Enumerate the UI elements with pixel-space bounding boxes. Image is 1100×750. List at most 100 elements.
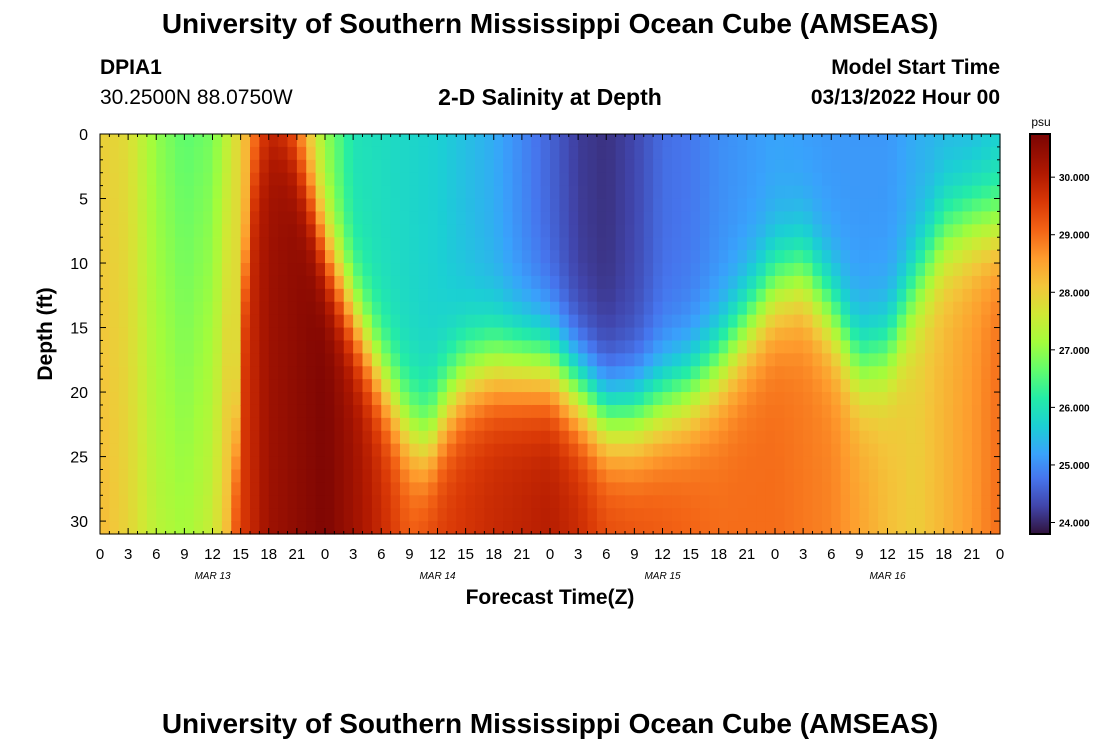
heatmap-cell [587,185,598,200]
heatmap-cell [728,404,739,419]
heatmap-cell [475,134,485,148]
heatmap-cell [437,340,448,354]
heatmap-cell [156,185,167,200]
heatmap-cell [531,495,542,509]
heatmap-cell [587,237,598,251]
heatmap-cell [625,134,635,148]
heatmap-cell [981,288,992,303]
heatmap-cell [296,379,307,393]
heatmap-cell [175,456,185,471]
heatmap-cell [559,146,570,161]
heatmap-cell [737,404,748,419]
heatmap-cell [203,314,214,329]
heatmap-cell [353,456,364,471]
heatmap-cell [728,495,739,509]
heatmap-cell [606,366,617,380]
heatmap-cell [596,172,607,187]
heatmap-cell [231,469,242,483]
heatmap-cell [578,237,589,251]
heatmap-cell [775,224,785,238]
heatmap-cell [550,185,560,200]
heatmap-cell [990,237,1001,251]
heatmap-cell [671,211,682,225]
heatmap-cell [568,250,579,264]
heatmap-cell [756,353,767,367]
heatmap-cell [943,482,954,496]
heatmap-cell [962,224,973,238]
heatmap-cell [418,392,429,406]
heatmap-cell [400,392,410,406]
heatmap-cell [456,172,467,187]
heatmap-cell [821,392,832,406]
heatmap-cell [962,430,973,445]
heatmap-cell [896,379,907,393]
heatmap-cell [231,314,242,329]
heatmap-cell [484,366,495,380]
heatmap-cell [250,327,260,342]
heatmap-cell [456,288,467,303]
heatmap-cell [887,482,898,496]
heatmap-cell [700,340,710,354]
heatmap-cell [259,134,270,148]
heatmap-cell [156,314,167,329]
heatmap-cell [925,521,935,535]
heatmap-cell [850,198,860,213]
heatmap-cell [634,417,645,432]
heatmap-cell [437,288,448,303]
heatmap-cell [653,314,664,329]
heatmap-cell [943,198,954,213]
heatmap-cell [221,263,232,277]
heatmap-cell [775,288,785,303]
heatmap-cell [784,430,795,445]
heatmap-cell [437,185,448,200]
heatmap-cell [596,159,607,174]
heatmap-cell [793,288,804,303]
heatmap-cell [765,224,776,238]
heatmap-cell [325,314,335,329]
heatmap-cell [268,134,279,148]
heatmap-cell [493,172,504,187]
heatmap-cell [512,482,523,496]
heatmap-cell [953,521,964,535]
heatmap-cell [109,314,120,329]
heatmap-cell [550,327,560,342]
heatmap-cell [531,430,542,445]
heatmap-cell [746,366,757,380]
heatmap-cell [306,456,317,471]
heatmap-cell [971,275,982,290]
x-tick-label: 21 [964,546,981,563]
heatmap-cell [381,250,392,264]
heatmap-cell [540,288,551,303]
heatmap-cell [915,404,926,419]
heatmap-cell [728,185,739,200]
heatmap-cell [634,495,645,509]
heatmap-cell [850,508,860,522]
heatmap-cell [175,417,185,432]
heatmap-cell [587,443,598,458]
heatmap-cell [540,392,551,406]
heatmap-cell [821,521,832,535]
heatmap-cell [203,456,214,471]
heatmap-cell [371,379,382,393]
heatmap-cell [896,198,907,213]
heatmap-cell [850,301,860,316]
heatmap-cell [428,456,439,471]
heatmap-cell [831,443,842,458]
heatmap-cell [212,379,223,393]
heatmap-cell [615,250,626,264]
heatmap-cell [315,224,326,238]
heatmap-cell [559,508,570,522]
heatmap-cell [531,172,542,187]
heatmap-cell [437,301,448,316]
heatmap-cell [128,275,139,290]
heatmap-cell [512,198,523,213]
heatmap-cell [784,456,795,471]
heatmap-cell [100,237,110,251]
heatmap-cell [681,366,692,380]
heatmap-cell [221,469,232,483]
heatmap-cell [662,495,673,509]
x-tick-label: 6 [377,546,385,563]
heatmap-cell [409,340,420,354]
heatmap-cell [887,275,898,290]
